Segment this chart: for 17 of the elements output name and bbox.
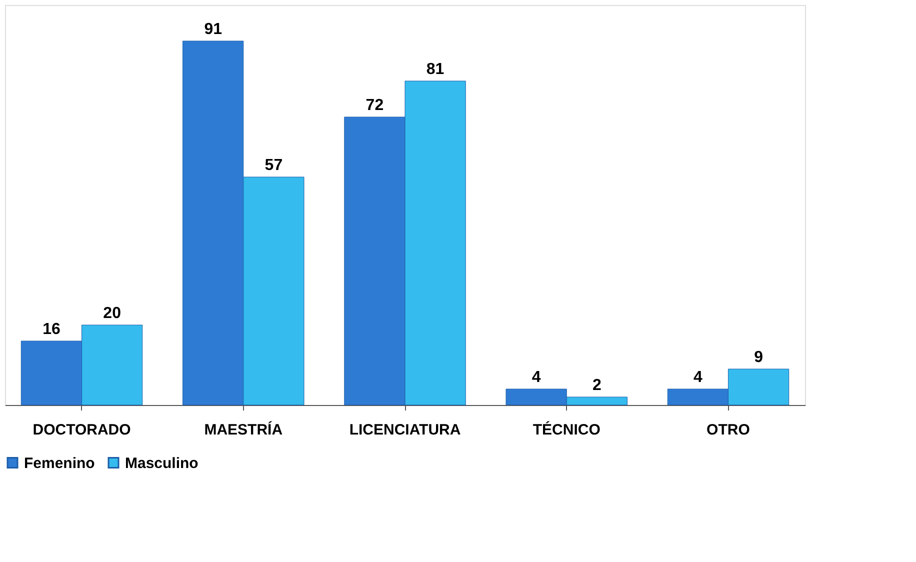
data-label: 91 [204,21,222,38]
x-tick-label: OTRO [706,422,750,438]
x-tick-label: DOCTORADO [32,422,132,438]
data-label: 4 [693,369,702,386]
legend-label: Femenino [24,454,95,472]
data-label: 57 [264,157,283,174]
legend-label: Masculino [125,454,198,472]
data-label: 81 [426,61,444,78]
x-tick-label: LICENCIATURA [349,422,461,438]
data-label: 9 [754,349,764,366]
data-label: 2 [592,377,602,394]
data-label: 72 [366,97,384,114]
data-label: 16 [42,321,60,338]
x-tick-label: TÉCNICO [532,420,601,438]
data-label: 4 [532,369,541,386]
data-label: 20 [103,305,122,322]
x-tick-label: MAESTRÍA [204,420,283,438]
